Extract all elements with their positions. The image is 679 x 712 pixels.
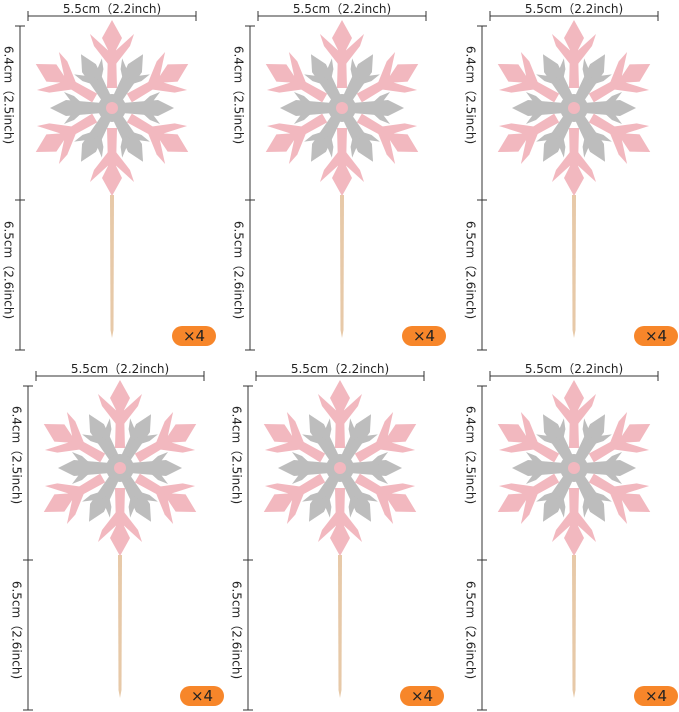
snowflake — [35, 20, 189, 196]
snowflake — [43, 380, 197, 556]
width-dimension-label: 5.5cm（2.2inch) — [524, 2, 624, 16]
topper-panel: 5.5cm（2.2inch) 6.4cm（2.5inch) 6.5cm（2.6inc… — [462, 0, 679, 352]
toothpick-stick — [118, 555, 122, 698]
topper-panel: 5.5cm（2.2inch) 6.4cm（2.5inch) 6.5cm（2.6inc… — [8, 360, 233, 712]
quantity-badge: ×4 — [634, 686, 678, 706]
snowflake-height-label: 6.4cm（2.5inch) — [9, 405, 24, 505]
width-dimension-label: 5.5cm（2.2inch) — [62, 2, 162, 16]
snowflake-topper — [245, 11, 427, 351]
snowflake-height-label: 6.4cm（2.5inch) — [231, 45, 246, 145]
snowflake — [497, 20, 651, 196]
toothpick-stick — [338, 555, 342, 698]
stick-height-label: 6.5cm（2.6inch) — [229, 580, 244, 680]
dimension-lines — [477, 371, 659, 711]
topper-panel: 5.5cm（2.2inch) 6.4cm（2.5inch) 6.5cm（2.6inc… — [0, 0, 225, 352]
dimension-lines — [15, 11, 197, 351]
quantity-badge: ×4 — [180, 686, 224, 706]
dimension-lines — [245, 11, 427, 351]
dimension-lines — [243, 371, 425, 711]
stick-height-label: 6.5cm（2.6inch) — [231, 220, 246, 320]
quantity-badge: ×4 — [400, 686, 444, 706]
topper-panel: 5.5cm（2.2inch) 6.4cm（2.5inch) 6.5cm（2.6inc… — [230, 0, 455, 352]
stick-height-label: 6.5cm（2.6inch) — [463, 580, 478, 680]
stick-height-label: 6.5cm（2.6inch) — [463, 220, 478, 320]
stick-height-label: 6.5cm（2.6inch) — [9, 580, 24, 680]
quantity-badge: ×4 — [172, 326, 216, 346]
stick-height-label: 6.5cm（2.6inch) — [1, 220, 16, 320]
quantity-badge: ×4 — [634, 326, 678, 346]
snowflake — [265, 20, 419, 196]
toothpick-stick — [110, 195, 114, 338]
topper-panel: 5.5cm（2.2inch) 6.4cm（2.5inch) 6.5cm（2.6inc… — [462, 360, 679, 712]
snowflake-height-label: 6.4cm（2.5inch) — [229, 405, 244, 505]
snowflake-height-label: 6.4cm（2.5inch) — [463, 45, 478, 145]
width-dimension-label: 5.5cm（2.2inch) — [524, 362, 624, 376]
snowflake-height-label: 6.4cm（2.5inch) — [1, 45, 16, 145]
toothpick-stick — [572, 555, 576, 698]
snowflake-topper — [15, 11, 197, 351]
snowflake-topper — [23, 371, 205, 711]
dimension-lines — [477, 11, 659, 351]
topper-panel: 5.5cm（2.2inch) 6.4cm（2.5inch) 6.5cm（2.6inc… — [228, 360, 453, 712]
width-dimension-label: 5.5cm（2.2inch) — [292, 2, 392, 16]
toothpick-stick — [572, 195, 576, 338]
quantity-badge: ×4 — [402, 326, 446, 346]
snowflake — [497, 380, 651, 556]
dimension-lines — [23, 371, 205, 711]
width-dimension-label: 5.5cm（2.2inch) — [290, 362, 390, 376]
width-dimension-label: 5.5cm（2.2inch) — [70, 362, 170, 376]
toothpick-stick — [340, 195, 344, 338]
snowflake — [263, 380, 417, 556]
snowflake-topper — [477, 371, 659, 711]
snowflake-height-label: 6.4cm（2.5inch) — [463, 405, 478, 505]
snowflake-topper — [477, 11, 659, 351]
snowflake-topper — [243, 371, 425, 711]
